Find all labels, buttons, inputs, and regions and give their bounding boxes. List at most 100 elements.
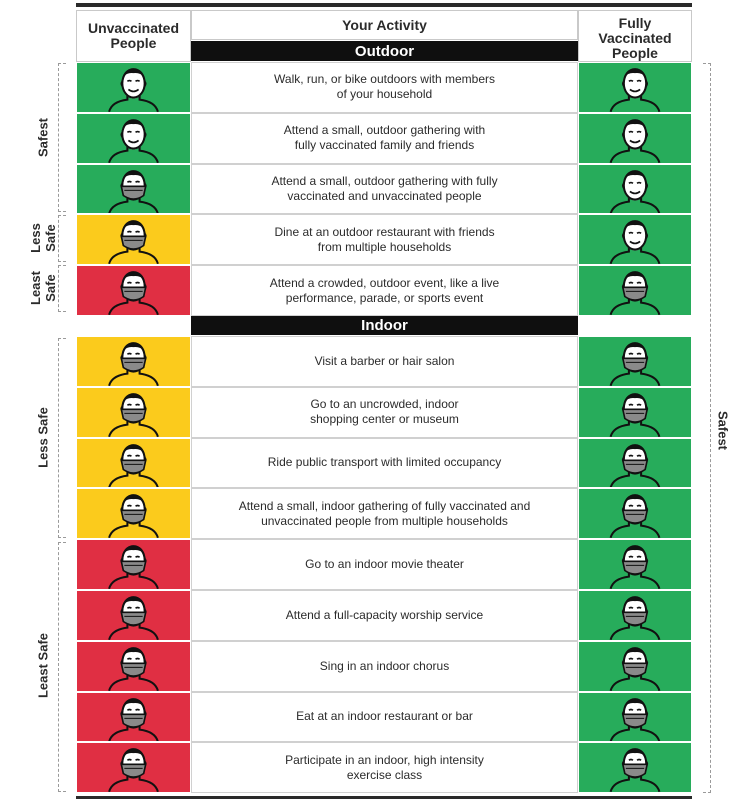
- bottom-rule: [76, 796, 692, 799]
- activity-text: Participate in an indoor, high intensity…: [192, 743, 577, 792]
- table-row: Ride public transport with limited occup…: [191, 437, 578, 489]
- face-mask-icon: [578, 640, 692, 692]
- table-row: Eat at an indoor restaurant or bar: [191, 691, 578, 743]
- bracket-left-less-safe-outdoor: [58, 215, 66, 262]
- activity-line1: Go to an indoor movie theater: [305, 557, 464, 572]
- header-activity-label: Your Activity: [342, 16, 427, 33]
- table-row: Participate in an indoor, high intensity…: [191, 742, 578, 794]
- bracket-left-less-safe-indoor: [58, 338, 66, 538]
- face-no-mask-icon: [578, 62, 692, 113]
- face-no-mask-icon: [578, 163, 692, 215]
- table-row: Attend a small, outdoor gathering with fu…: [191, 112, 578, 164]
- face-mask-icon: [578, 742, 692, 794]
- activity-line2: performance, parade, or sports event: [285, 290, 484, 305]
- activity-text: Sing in an indoor chorus: [192, 642, 577, 691]
- face-mask-icon: [76, 214, 191, 266]
- activity-text: Attend a small, indoor gathering of full…: [192, 489, 577, 538]
- header-vaccinated-line2: Vaccinated: [598, 30, 672, 46]
- face-mask-icon: [76, 386, 191, 438]
- activity-line2: of your household: [336, 87, 433, 102]
- face-mask-icon: [76, 265, 191, 316]
- activity-line1: Walk, run, or bike outdoors with members: [274, 72, 495, 87]
- label-safe-line2-b: Safe: [43, 274, 58, 302]
- activity-line1: Go to an uncrowded, indoor: [310, 397, 459, 412]
- label-left-least-safe-outdoor: Least Safe: [28, 253, 58, 323]
- face-mask-icon: [578, 265, 692, 316]
- activity-line1: Participate in an indoor, high intensity: [285, 752, 484, 767]
- activity-text: Visit a barber or hair salon: [192, 337, 577, 386]
- face-no-mask-icon: [578, 214, 692, 266]
- face-mask-icon: [76, 640, 191, 692]
- header-unvaccinated-line2: People: [110, 35, 157, 51]
- top-rule: [76, 3, 692, 7]
- activity-line2: vaccinated and unvaccinated people: [287, 188, 482, 203]
- activity-text: Ride public transport with limited occup…: [192, 439, 577, 488]
- face-mask-icon: [76, 590, 191, 641]
- face-no-mask-icon: [76, 112, 191, 164]
- table-row: Sing in an indoor chorus: [191, 640, 578, 692]
- bracket-left-least-safe-indoor: [58, 542, 66, 792]
- activity-line2: fully vaccinated family and friends: [294, 138, 475, 153]
- section-indoor: Indoor: [191, 316, 578, 335]
- table-row: Go to an uncrowded, indoor shopping cente…: [191, 386, 578, 438]
- face-no-mask-icon: [76, 62, 191, 113]
- table-row: Visit a barber or hair salon: [191, 336, 578, 387]
- face-mask-icon: [76, 163, 191, 215]
- activity-text: Go to an uncrowded, indoor shopping cente…: [192, 388, 577, 437]
- activity-text: Attend a small, outdoor gathering with f…: [192, 165, 577, 214]
- face-mask-icon: [76, 336, 191, 387]
- activity-text: Walk, run, or bike outdoors with members…: [192, 63, 577, 112]
- activity-line2: unvaccinated people from multiple househ…: [261, 513, 508, 528]
- activity-text: Go to an indoor movie theater: [192, 540, 577, 589]
- activity-line1: Dine at an outdoor restaurant with frien…: [274, 224, 495, 239]
- activity-line1: Attend a small, outdoor gathering with f…: [271, 173, 498, 188]
- face-no-mask-icon: [578, 112, 692, 164]
- activity-line1: Ride public transport with limited occup…: [267, 455, 502, 470]
- label-left-less-safe-indoor: Less Safe: [35, 407, 51, 468]
- bracket-left-safest: [58, 63, 66, 212]
- header-unvaccinated: Unvaccinated People: [76, 10, 191, 62]
- activity-line1: Visit a barber or hair salon: [314, 353, 455, 368]
- label-right-safest: Safest: [715, 410, 731, 451]
- activity-line1: Eat at an indoor restaurant or bar: [296, 709, 473, 724]
- header-vaccinated-line3: People: [612, 45, 658, 61]
- activity-text: Attend a full-capacity worship service: [192, 591, 577, 640]
- activity-line2: shopping center or museum: [310, 412, 459, 427]
- face-mask-icon: [578, 336, 692, 387]
- header-unvaccinated-line1: Unvaccinated: [87, 20, 180, 36]
- header-activity: Your Activity: [191, 10, 578, 40]
- label-least-line1: Least: [28, 271, 43, 305]
- activity-text: Attend a crowded, outdoor event, like a …: [192, 266, 577, 315]
- header-vaccinated-line1: Fully: [618, 15, 652, 31]
- activity-text: Dine at an outdoor restaurant with frien…: [192, 215, 577, 264]
- section-outdoor: Outdoor: [191, 41, 578, 61]
- table-row: Dine at an outdoor restaurant with frien…: [191, 214, 578, 266]
- face-mask-icon: [578, 437, 692, 489]
- activity-line1: Attend a crowded, outdoor event, like a …: [269, 275, 500, 290]
- face-mask-icon: [76, 488, 191, 540]
- face-mask-icon: [76, 742, 191, 794]
- table-row: Attend a full-capacity worship service: [191, 590, 578, 641]
- table-row: Walk, run, or bike outdoors with members…: [191, 62, 578, 113]
- bracket-right-safest: [703, 63, 711, 793]
- table-row: Attend a small, outdoor gathering with f…: [191, 163, 578, 215]
- table-row: Go to an indoor movie theater: [191, 539, 578, 590]
- bracket-left-least-safe-outdoor: [58, 265, 66, 312]
- activity-line1: Attend a full-capacity worship service: [285, 607, 484, 622]
- activity-line2: from multiple households: [317, 239, 452, 254]
- label-left-safest: Safest: [35, 117, 51, 158]
- activity-line1: Attend a small, indoor gathering of full…: [238, 498, 531, 513]
- label-left-least-safe-indoor: Least Safe: [35, 632, 51, 699]
- face-mask-icon: [76, 539, 191, 590]
- face-mask-icon: [578, 691, 692, 743]
- table-row: Attend a small, indoor gathering of full…: [191, 488, 578, 540]
- face-mask-icon: [76, 691, 191, 743]
- table-row: Attend a crowded, outdoor event, like a …: [191, 265, 578, 316]
- activity-line2: exercise class: [346, 767, 423, 782]
- face-mask-icon: [578, 590, 692, 641]
- face-mask-icon: [76, 437, 191, 489]
- activity-text: Eat at an indoor restaurant or bar: [192, 693, 577, 742]
- face-mask-icon: [578, 539, 692, 590]
- activity-line1: Sing in an indoor chorus: [319, 658, 450, 673]
- header-vaccinated: Fully Vaccinated People: [578, 10, 692, 62]
